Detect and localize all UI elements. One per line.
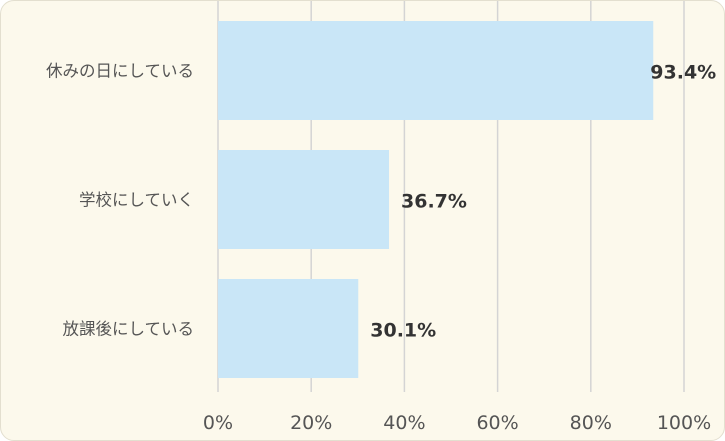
x-tick-label: 40% <box>383 412 425 434</box>
category-label: 放課後にしている <box>62 320 194 339</box>
bar <box>218 21 654 120</box>
bar <box>218 279 359 378</box>
data-label: 30.1% <box>370 320 436 342</box>
bar <box>218 150 390 249</box>
x-tick-label: 0% <box>203 412 233 434</box>
data-label: 36.7% <box>401 191 467 213</box>
category-label: 休みの日にしている <box>46 62 194 81</box>
category-label: 学校にしていく <box>79 191 194 210</box>
x-tick-label: 60% <box>476 412 518 434</box>
data-label: 93.4% <box>650 62 716 84</box>
x-tick-label: 100% <box>657 412 711 434</box>
x-tick-label: 80% <box>570 412 612 434</box>
x-tick-label: 20% <box>290 412 332 434</box>
